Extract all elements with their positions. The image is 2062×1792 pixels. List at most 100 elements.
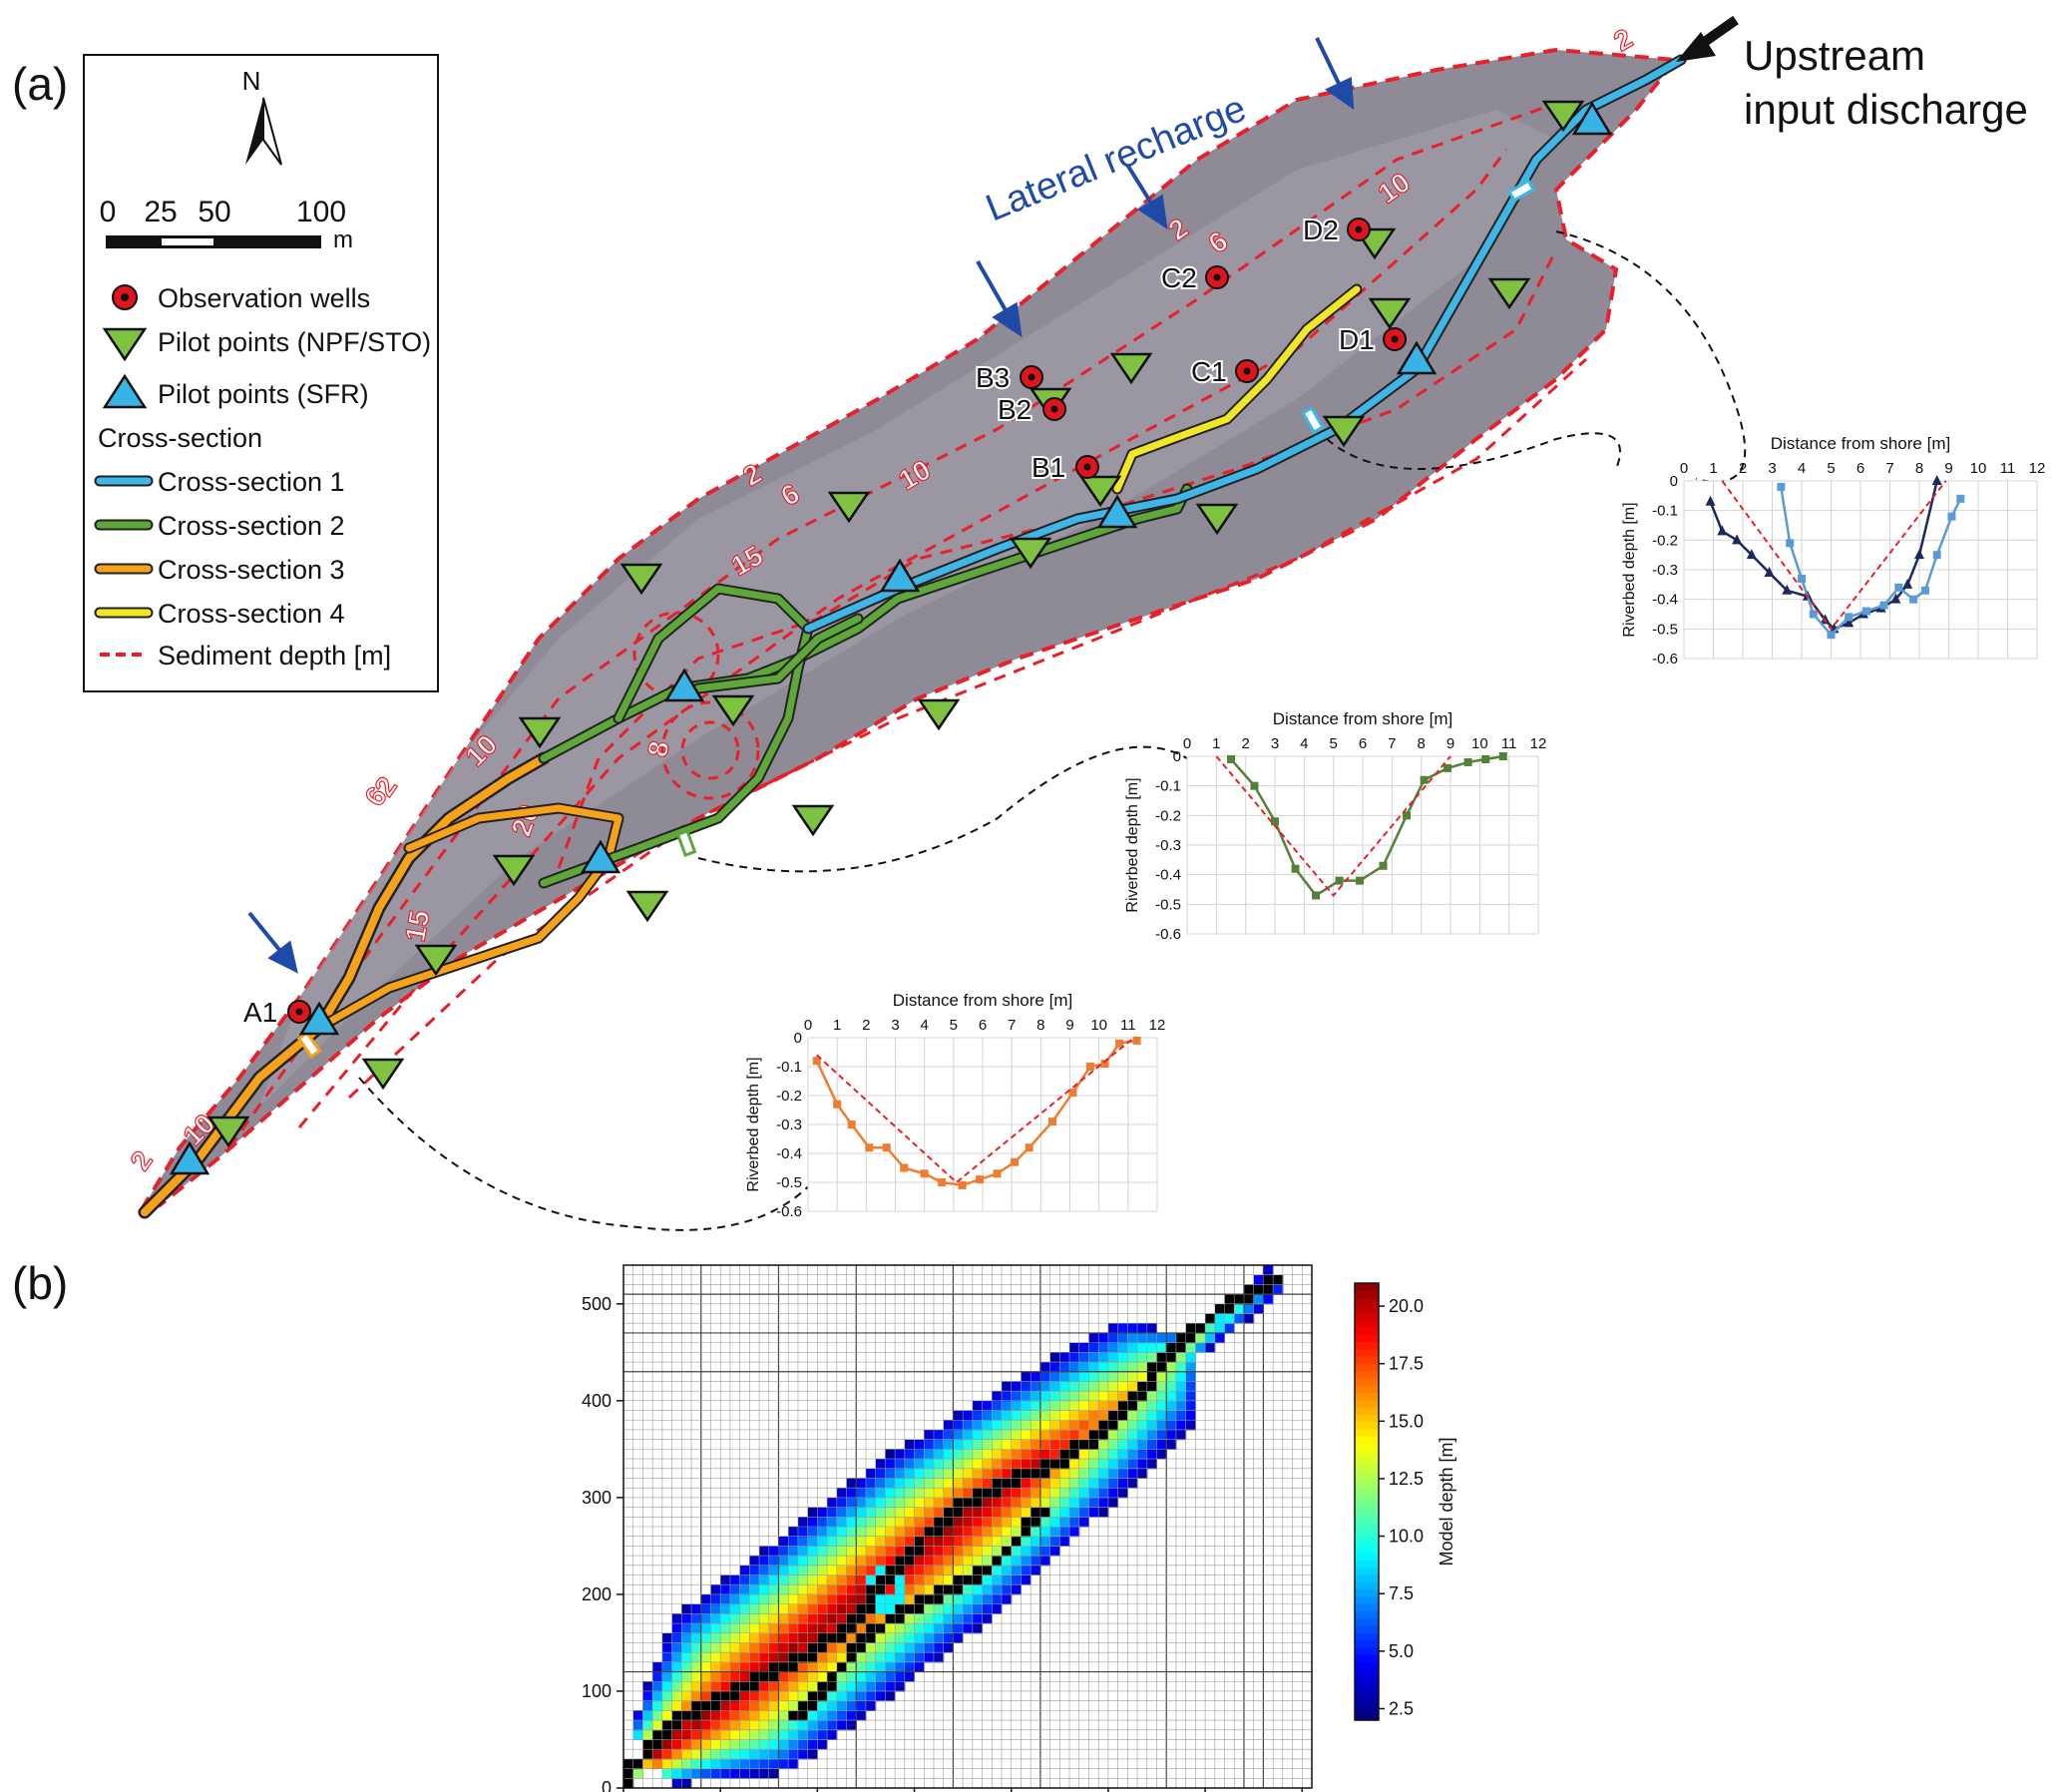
x-tick-label: 2 xyxy=(862,1017,870,1034)
data-point xyxy=(1011,1157,1020,1166)
well-c2: C2 xyxy=(1159,260,1229,295)
pilot-point-npf xyxy=(1195,503,1239,536)
colorbar-step xyxy=(1355,1494,1379,1503)
data-point xyxy=(1902,578,1913,589)
data-point xyxy=(1420,775,1429,784)
colorbar-step xyxy=(1355,1632,1379,1641)
data-point xyxy=(1048,1118,1056,1126)
x-tick-label: 1 xyxy=(1212,735,1220,752)
contour-label: 6 xyxy=(776,478,805,513)
pilot-points-sfr xyxy=(169,101,1613,1175)
pilot-point-npf xyxy=(492,854,536,887)
contour-label: 2 xyxy=(125,1145,159,1176)
data-point xyxy=(1085,1063,1094,1071)
x-tick-label: 3 xyxy=(1271,735,1279,752)
pilot-point-npf xyxy=(361,1058,405,1091)
data-point xyxy=(900,1163,909,1172)
data-point xyxy=(993,1169,1002,1178)
section-marker xyxy=(675,829,697,857)
svg-text:Cross-section 1: Cross-section 1 xyxy=(158,467,345,497)
y-tick-label: 0 xyxy=(794,1030,802,1047)
colorbar-step xyxy=(1355,1617,1379,1626)
well-d1: D1 xyxy=(1337,322,1407,357)
y-tick-label: 100 xyxy=(582,1681,612,1701)
north-arrow-icon: N xyxy=(242,66,282,166)
data-point xyxy=(1481,754,1490,763)
well-a1: A1 xyxy=(241,995,311,1030)
x-tick-label: 10 xyxy=(1090,1017,1107,1034)
terrain-shade xyxy=(259,110,1556,1108)
y-tick-label: 0 xyxy=(602,1778,612,1792)
pilot-points-npf xyxy=(206,100,1585,1148)
data-point xyxy=(1786,539,1795,548)
pilot-point-sfr xyxy=(663,668,705,702)
observation-wells: A1 B1 B2 B3 C1 C2 D1 D2 xyxy=(241,213,1407,1030)
well-b3: B3 xyxy=(974,360,1043,395)
series-line xyxy=(1709,480,1938,631)
data-point xyxy=(1100,1060,1109,1069)
svg-text:D1: D1 xyxy=(1339,324,1375,355)
colorbar-step xyxy=(1355,1705,1379,1714)
svg-text:Observation wells: Observation wells xyxy=(158,283,370,313)
svg-text:0: 0 xyxy=(100,196,117,228)
x-tick-label: 11 xyxy=(1501,735,1517,752)
pilot-point-npf xyxy=(1368,297,1412,330)
series-line xyxy=(816,1037,1135,1184)
series-line xyxy=(1721,480,1947,631)
svg-text:Pilot points (NPF/STO): Pilot points (NPF/STO) xyxy=(158,327,431,357)
colorbar-step xyxy=(1355,1363,1379,1372)
colorbar-step xyxy=(1355,1290,1379,1299)
upstream-label-line1: Upstream xyxy=(1744,32,1925,79)
x-tick-label: 12 xyxy=(1530,735,1547,752)
sediment-contour xyxy=(227,98,1567,1148)
x-tick-label: 7 xyxy=(1885,460,1893,477)
svg-text:B1: B1 xyxy=(1031,452,1065,483)
data-point xyxy=(1227,754,1235,763)
colorbar-step xyxy=(1355,1668,1379,1677)
colorbar-step xyxy=(1355,1647,1379,1655)
colorbar-step xyxy=(1355,1654,1379,1663)
panel-a-label: (a) xyxy=(12,58,68,110)
pilot-point-sfr xyxy=(580,839,621,874)
svg-text:B2: B2 xyxy=(998,394,1031,425)
legend-entry-cs3: Cross-section 3 xyxy=(94,555,345,585)
colorbar-step xyxy=(1355,1436,1379,1445)
data-point xyxy=(833,1100,842,1109)
x-tick-label: 5 xyxy=(950,1017,958,1034)
data-point xyxy=(1463,757,1472,766)
data-point xyxy=(1271,817,1279,826)
data-point xyxy=(1312,891,1321,900)
sediment-contour xyxy=(297,149,1508,1128)
data-point xyxy=(1025,1143,1033,1152)
data-point xyxy=(1498,752,1507,760)
data-point xyxy=(1717,525,1728,536)
svg-text:Cross-section 4: Cross-section 4 xyxy=(158,599,345,629)
series-line xyxy=(1780,486,1962,638)
pilot-point-npf xyxy=(917,698,961,731)
pilot-point-npf xyxy=(625,890,669,923)
grid-frame xyxy=(622,1264,1313,1789)
y-tick-label: 0 xyxy=(1670,473,1678,490)
x-tick-label: 9 xyxy=(1446,735,1454,752)
colorbar-step xyxy=(1355,1465,1379,1474)
lateral-recharge-arrows xyxy=(247,37,1355,974)
legend-entry-cs4: Cross-section 4 xyxy=(94,599,345,629)
colorbar-step xyxy=(1355,1625,1379,1633)
legend-box xyxy=(83,54,439,692)
colorbar-step xyxy=(1355,1661,1379,1670)
colorbar-step xyxy=(1355,1283,1379,1291)
series-line xyxy=(1215,755,1451,897)
data-point xyxy=(1820,614,1831,625)
colorbar-step xyxy=(1355,1429,1379,1437)
data-point xyxy=(1732,534,1743,545)
colorbar-step xyxy=(1355,1516,1379,1525)
data-point xyxy=(1879,601,1888,610)
pilot-point-sfr xyxy=(879,558,921,593)
data-point xyxy=(938,1178,947,1186)
pilot-point-npf xyxy=(619,563,663,596)
data-point xyxy=(1909,595,1918,604)
chart-title: Distance from shore [m] xyxy=(893,991,1072,1010)
data-point xyxy=(958,1180,967,1189)
colorbar-step xyxy=(1355,1603,1379,1612)
